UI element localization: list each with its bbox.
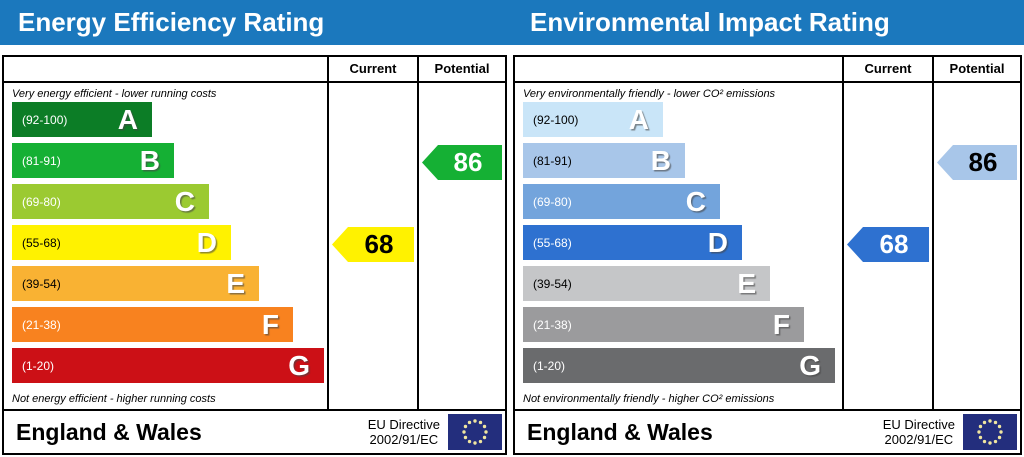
potential-rating-arrow: 86 [937,145,1017,180]
panel-footer: England & Wales EU Directive 2002/91/EC [515,409,1020,453]
scale-bottom-caption: Not environmentally friendly - higher CO… [523,393,775,405]
band-G: (1-20) G [12,348,324,383]
band-range-label: (55-68) [22,235,61,250]
eu-directive-label: EU Directive 2002/91/EC [883,417,955,447]
current-cell: 68 [842,83,932,409]
eu-directive-line2: 2002/91/EC [884,432,954,447]
band-letter-label: F [261,308,279,340]
band-F: (21-38) F [523,307,804,342]
band-range-label: (81-91) [533,153,572,168]
environmental-rating-title: Environmental Impact Rating [530,7,890,37]
band-C: (69-80) C [523,184,720,219]
scale-top-caption: Very environmentally friendly - lower CO… [523,88,776,100]
band-letter-label: A [117,103,138,135]
band-letter-label: B [139,144,160,176]
band-D: (55-68) D [523,225,742,260]
band-range-label: (1-20) [22,358,55,373]
eu-flag-icon [448,414,502,450]
header-spacer [515,57,842,81]
scale-bottom-caption: Not energy efficient - higher running co… [12,393,216,405]
band-letter-label: E [226,267,245,299]
region-label: England & Wales [527,418,713,445]
band-scale: Very environmentally friendly - lower CO… [515,83,842,409]
band-range-label: (21-38) [22,317,61,332]
band-range-label: (92-100) [533,112,579,127]
eu-directive-line1: EU Directive [367,417,440,432]
current-cell: 68 [327,83,417,409]
band-B: (81-91) B [12,143,174,178]
band-range-label: (55-68) [533,235,572,250]
band-letter-label: D [196,226,217,258]
header-bar: Energy Efficiency Rating Environmental I… [0,0,1024,45]
band-E: (39-54) E [12,266,259,301]
band-letter-label: E [737,267,756,299]
band-letter-label: C [174,185,195,217]
potential-column-header: Potential [932,57,1020,81]
band-letter-label: G [799,349,821,381]
column-header-row: Current Potential [515,57,1020,83]
potential-column-header: Potential [417,57,505,81]
rating-scale-area: Very environmentally friendly - lower CO… [515,83,1020,409]
current-column-header: Current [327,57,417,81]
band-letter-label: G [288,349,310,381]
band-B: (81-91) B [523,143,685,178]
band-D: (55-68) D [12,225,231,260]
header-spacer [4,57,327,81]
band-E: (39-54) E [523,266,770,301]
potential-rating-arrow: 86 [422,145,502,180]
band-letter-label: C [685,185,706,217]
bands: (92-100) A (81-91) B (69-80) C (55-68) D (39-54)… [523,102,842,389]
column-header-row: Current Potential [4,57,505,83]
band-range-label: (92-100) [22,112,68,127]
band-F: (21-38) F [12,307,293,342]
rating-scale-area: Very energy efficient - lower running co… [4,83,505,409]
band-range-label: (39-54) [533,276,572,291]
band-scale: Very energy efficient - lower running co… [4,83,327,409]
band-range-label: (69-80) [22,194,61,209]
potential-cell: 86 [932,83,1020,409]
band-range-label: (81-91) [22,153,61,168]
band-range-label: (1-20) [533,358,566,373]
region-label: England & Wales [16,418,202,445]
eu-directive-line1: EU Directive [882,417,955,432]
band-G: (1-20) G [523,348,835,383]
band-A: (92-100) A [523,102,663,137]
current-rating-arrow: 68 [847,227,929,262]
band-letter-label: A [628,103,649,135]
potential-cell: 86 [417,83,505,409]
bands: (92-100) A (81-91) B (69-80) C (55-68) D (39-54)… [12,102,327,389]
scale-top-caption: Very energy efficient - lower running co… [12,88,217,100]
band-range-label: (69-80) [533,194,572,209]
band-letter-label: D [707,226,728,258]
band-letter-label: B [650,144,671,176]
panel-footer: England & Wales EU Directive 2002/91/EC [4,409,505,453]
band-letter-label: F [772,308,790,340]
eu-flag-icon [963,414,1017,450]
band-range-label: (39-54) [22,276,61,291]
energy-rating-title: Energy Efficiency Rating [18,7,325,37]
current-rating-arrow: 68 [332,227,414,262]
band-A: (92-100) A [12,102,152,137]
eu-directive-label: EU Directive 2002/91/EC [368,417,440,447]
environmental-rating-panel: Current Potential Very environmentally f… [513,55,1022,455]
eu-directive-line2: 2002/91/EC [369,432,439,447]
band-C: (69-80) C [12,184,209,219]
current-column-header: Current [842,57,932,81]
energy-rating-panel: Current Potential Very energy efficient … [2,55,507,455]
band-range-label: (21-38) [533,317,572,332]
